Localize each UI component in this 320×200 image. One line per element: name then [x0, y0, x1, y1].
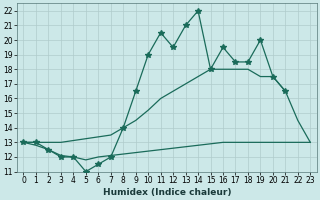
X-axis label: Humidex (Indice chaleur): Humidex (Indice chaleur): [103, 188, 231, 197]
